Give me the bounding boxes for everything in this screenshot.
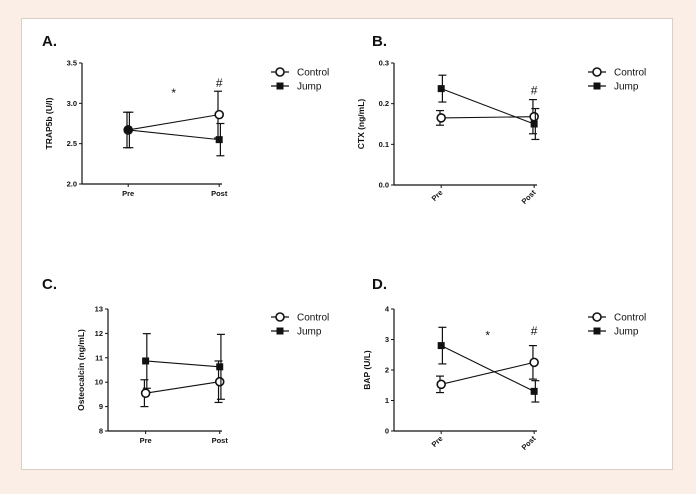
significance-hash: # [531, 324, 538, 338]
x-tick-label: Pre [122, 189, 134, 198]
y-tick-label: 3.5 [67, 59, 77, 68]
control-series-line [145, 381, 220, 394]
y-tick-label: 8 [99, 427, 103, 436]
legend-marker [593, 327, 601, 335]
control-point [529, 357, 539, 368]
y-axis-title: CTX (ng/mL) [356, 99, 366, 150]
legend-marker [593, 82, 601, 90]
legend-marker [275, 312, 285, 322]
y-tick-label: 11 [95, 353, 103, 362]
y-tick-label: 0.3 [379, 59, 389, 68]
control-point [214, 376, 225, 387]
y-tick-label: 12 [95, 329, 103, 338]
jump-point [142, 357, 150, 365]
y-tick-label: 3.0 [67, 99, 77, 108]
jump-series-line [440, 88, 535, 125]
legend-label-control: Control [297, 68, 329, 79]
control-point [214, 109, 224, 120]
y-axis-title: TRAP5b (U/l) [44, 97, 54, 149]
figure-canvas: A. 2.0 2.5 3.0 3.5 Pre Post TRAP5b (U/l) Control… [42, 33, 646, 452]
y-tick-label: 4 [385, 305, 390, 314]
control-series-line [128, 114, 220, 131]
panel-a: A. 2.0 2.5 3.0 3.5 Pre Post TRAP5b (U/l) Control… [42, 33, 329, 198]
panel-label: C. [42, 276, 57, 293]
jump-point [530, 387, 538, 395]
panel-label: A. [42, 33, 57, 50]
legend-label-control: Control [297, 313, 329, 324]
x-tick-label: Pre [430, 188, 445, 203]
figure-frame: A. 2.0 2.5 3.0 3.5 Pre Post TRAP5b (U/l) Control… [21, 18, 673, 470]
jump-series-line [145, 360, 220, 368]
y-tick-label: 9 [99, 402, 103, 411]
panel-label: B. [372, 33, 387, 50]
y-tick-label: 2.5 [67, 139, 77, 148]
y-tick-label: 0.0 [379, 181, 389, 190]
significance-hash: # [216, 76, 223, 90]
y-tick-label: 2.0 [67, 180, 77, 189]
jump-point [124, 126, 132, 134]
legend-label-jump: Jump [614, 327, 639, 338]
y-axis-title: BAP (U/L) [362, 350, 372, 390]
jump-series-line [440, 345, 535, 392]
y-tick-label: 1 [385, 396, 389, 405]
control-point [436, 113, 446, 123]
control-point [529, 111, 539, 122]
legend-marker [592, 67, 602, 77]
y-tick-label: 3 [385, 335, 389, 344]
significance-asterisk: * [485, 329, 490, 343]
jump-point [437, 342, 445, 350]
legend-marker [592, 312, 602, 322]
jump-point [215, 136, 223, 144]
x-tick-label: Post [212, 436, 229, 445]
y-tick-label: 2 [385, 366, 389, 375]
significance-hash: # [531, 84, 538, 98]
legend-label-jump: Jump [297, 327, 322, 338]
control-series-line [441, 361, 535, 385]
legend-label-control: Control [614, 68, 646, 79]
x-tick-label: Pre [430, 434, 445, 449]
panel-b: B. 0.0 0.1 0.2 0.3 Pre Post CTX (ng/mL) Control J… [356, 33, 646, 206]
x-tick-label: Post [520, 188, 538, 206]
panel-d: D. 0 1 2 3 4 Pre Post BAP (U/L) Control Jump * # [362, 276, 646, 452]
jump-point [530, 120, 538, 128]
x-tick-label: Post [211, 189, 228, 198]
panel-c: C. 8 9 10 11 12 13 Pre Post Osteocalcin (ng/mL) Co… [42, 276, 329, 445]
y-tick-label: 0.2 [379, 99, 389, 108]
control-point [140, 388, 151, 398]
jump-point [216, 363, 224, 371]
y-tick-label: 0 [385, 427, 389, 436]
panel-label: D. [372, 276, 387, 293]
jump-point [437, 85, 445, 93]
x-tick-label: Post [520, 434, 538, 452]
control-series-line [441, 116, 535, 119]
significance-asterisk: * [171, 86, 176, 100]
legend-marker [275, 67, 285, 77]
legend-label-control: Control [614, 313, 646, 324]
y-tick-label: 10 [95, 378, 103, 387]
x-tick-label: Pre [140, 436, 152, 445]
y-axis-title: Osteocalcin (ng/mL) [76, 329, 86, 411]
y-tick-label: 0.1 [379, 140, 389, 149]
legend-label-jump: Jump [297, 82, 322, 93]
y-tick-label: 13 [95, 305, 103, 314]
legend-marker [276, 82, 284, 90]
jump-series-line [128, 129, 220, 141]
legend-marker [276, 327, 284, 335]
legend-label-jump: Jump [614, 82, 639, 93]
control-point [436, 379, 446, 390]
